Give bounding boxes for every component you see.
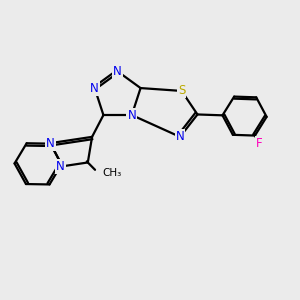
Text: N: N — [113, 65, 122, 78]
Text: N: N — [90, 82, 99, 94]
Text: S: S — [178, 84, 185, 98]
Text: N: N — [46, 136, 55, 150]
Text: F: F — [256, 137, 262, 150]
Text: CH₃: CH₃ — [103, 168, 122, 178]
Text: N: N — [128, 109, 136, 122]
Text: N: N — [176, 130, 184, 143]
Text: N: N — [56, 160, 65, 173]
